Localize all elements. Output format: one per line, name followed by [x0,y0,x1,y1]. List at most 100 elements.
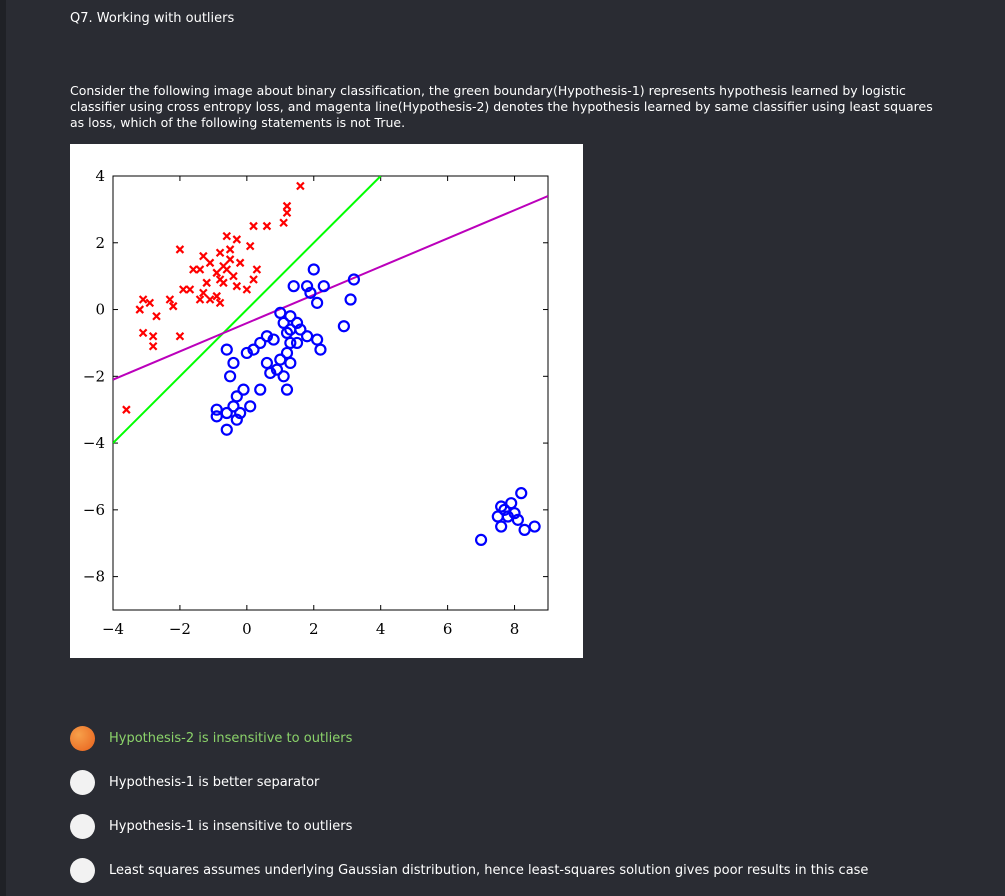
blue-o-point [220,423,233,436]
x-tick-label: −2 [169,620,191,638]
option-3-label: Hypothesis-1 is insensitive to outliers [109,818,353,834]
red-x-point [225,255,235,264]
red-x-point [252,265,262,274]
red-x-point [148,341,158,351]
blue-o-point [314,343,327,356]
red-x-point [242,285,252,294]
y-tick-label: −8 [83,568,105,586]
blue-o-point [347,273,361,286]
red-x-point [215,248,225,258]
blue-o-point [227,400,240,413]
red-x-point [205,258,215,268]
red-x-point [199,251,208,261]
blue-o-point [234,406,247,420]
magenta-boundary-line [113,195,548,381]
blue-o-point [317,280,330,293]
outlier-scatter-chart: −4 −2 0 2 4 6 8 4 2 0 −2 −4 −6 −8 [70,144,583,658]
red-x-point [122,405,131,414]
blue-o-point [267,333,280,346]
red-x-point [138,295,148,304]
red-x-point [249,221,258,231]
blue-o-point [304,286,317,299]
blue-o-point [230,390,243,403]
red-x-point [296,181,305,191]
option-4[interactable]: Least squares assumes underlying Gaussia… [70,857,970,883]
red-x-point [205,295,215,304]
red-x-point [168,301,178,311]
red-x-point [199,288,208,298]
chart-svg: −4 −2 0 2 4 6 8 4 2 0 −2 −4 −6 −8 [83,167,549,638]
red-x-point [202,278,211,288]
option-4-label: Least squares assumes underlying Gaussia… [109,862,869,878]
blue-o-point [220,406,233,420]
red-x-point [219,261,228,271]
green-boundary-line [113,176,382,444]
blue-o-point [515,487,528,500]
blue-o-point [254,336,267,350]
blue-o-point [290,336,304,350]
option-3-radio[interactable] [70,813,95,839]
red-x-point [185,285,195,294]
red-x-point [189,265,198,274]
blue-o-point [227,356,240,370]
option-3[interactable]: Hypothesis-1 is insensitive to outliers [70,813,970,839]
red-x-point [232,235,242,244]
red-x-point [138,328,148,338]
red-x-point [152,311,161,321]
red-x-point [262,221,272,231]
blue-o-point [280,383,294,396]
red-x-point [195,295,205,304]
blue-o-point [344,293,357,306]
y-tick-label: −4 [83,434,105,452]
blue-o-point [260,356,274,370]
red-x-point [282,201,292,211]
red-x-point [232,281,242,291]
blue-o-point [337,320,350,333]
blue-o-point [290,316,304,329]
blue-o-point [287,280,300,293]
red-x-point [175,245,185,254]
red-x-point [165,295,175,304]
blue-o-point [474,533,488,546]
option-2-radio[interactable] [70,769,95,795]
red-x-point [219,278,228,288]
blue-o-point [247,343,260,356]
x-tick-label: 8 [510,620,520,638]
red-x-point [282,208,292,218]
question-title: Q7. Working with outliers [70,11,235,26]
blue-o-point [237,383,250,396]
option-2-label: Hypothesis-1 is better separator [109,774,320,790]
blue-o-point [294,323,307,336]
red-x-point [175,331,185,341]
option-1[interactable]: Hypothesis-2 is insensitive to outliers [70,725,970,751]
blue-o-point [307,263,320,276]
y-tick-label: −2 [83,367,105,385]
y-tick-label: 4 [95,167,105,185]
blue-o-point [495,520,508,533]
option-2[interactable]: Hypothesis-1 is better separator [70,769,970,795]
red-x-point [212,268,222,278]
option-1-radio[interactable] [70,725,95,751]
y-tick-label: −6 [83,501,105,519]
blue-o-point [270,363,284,376]
x-tick-label: 6 [443,620,453,638]
left-edge-strip [0,0,6,896]
blue-o-point [254,383,267,396]
x-tick-label: 4 [376,620,386,638]
red-x-point [148,331,158,341]
blue-o-point [311,333,324,346]
plot-frame [112,175,549,611]
blue-o-point [491,510,504,523]
red-x-point [222,231,232,241]
blue-o-point [300,330,314,343]
blue-o-point [511,513,524,526]
option-4-radio[interactable] [70,857,95,883]
x-tick-label: 0 [242,620,252,638]
blue-o-point [220,343,233,356]
blue-o-point [274,353,287,366]
red-x-point [249,275,258,284]
blue-o-point [277,370,290,383]
blue-o-point [284,356,297,370]
blue-o-point [311,296,324,309]
blue-o-point [508,507,521,520]
